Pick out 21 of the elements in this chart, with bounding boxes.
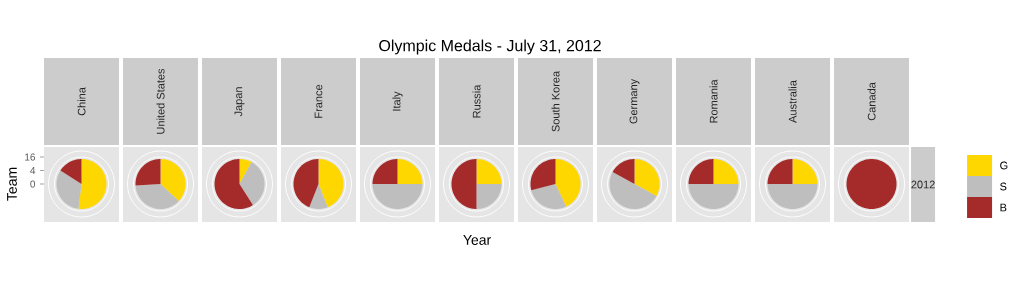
chart-title: Russia xyxy=(472,84,481,118)
text: Year xyxy=(463,235,491,245)
chart-title: South Korea xyxy=(551,70,560,132)
chart-title: Romania xyxy=(709,79,718,123)
chart-title: Germany xyxy=(629,78,640,124)
legend-label: G xyxy=(1000,161,1008,170)
text: 4 xyxy=(30,167,36,174)
chart-title: China xyxy=(77,87,86,116)
text: 2012 xyxy=(911,180,935,189)
legend-label: S xyxy=(1000,182,1007,191)
text: 0 xyxy=(30,180,36,188)
chart-title: Japan xyxy=(234,87,245,117)
chart-title: United States xyxy=(156,68,165,134)
chart-title: France xyxy=(314,84,323,118)
chart-title: Italy xyxy=(392,91,403,111)
text: 16 xyxy=(25,153,36,161)
chart-title: Australia xyxy=(788,80,797,123)
text: Olympic Medals - July 31, 2012 xyxy=(379,39,601,55)
chart-title: Canada xyxy=(867,82,876,121)
legend-label: B xyxy=(1000,203,1007,212)
text: Team xyxy=(7,167,17,201)
